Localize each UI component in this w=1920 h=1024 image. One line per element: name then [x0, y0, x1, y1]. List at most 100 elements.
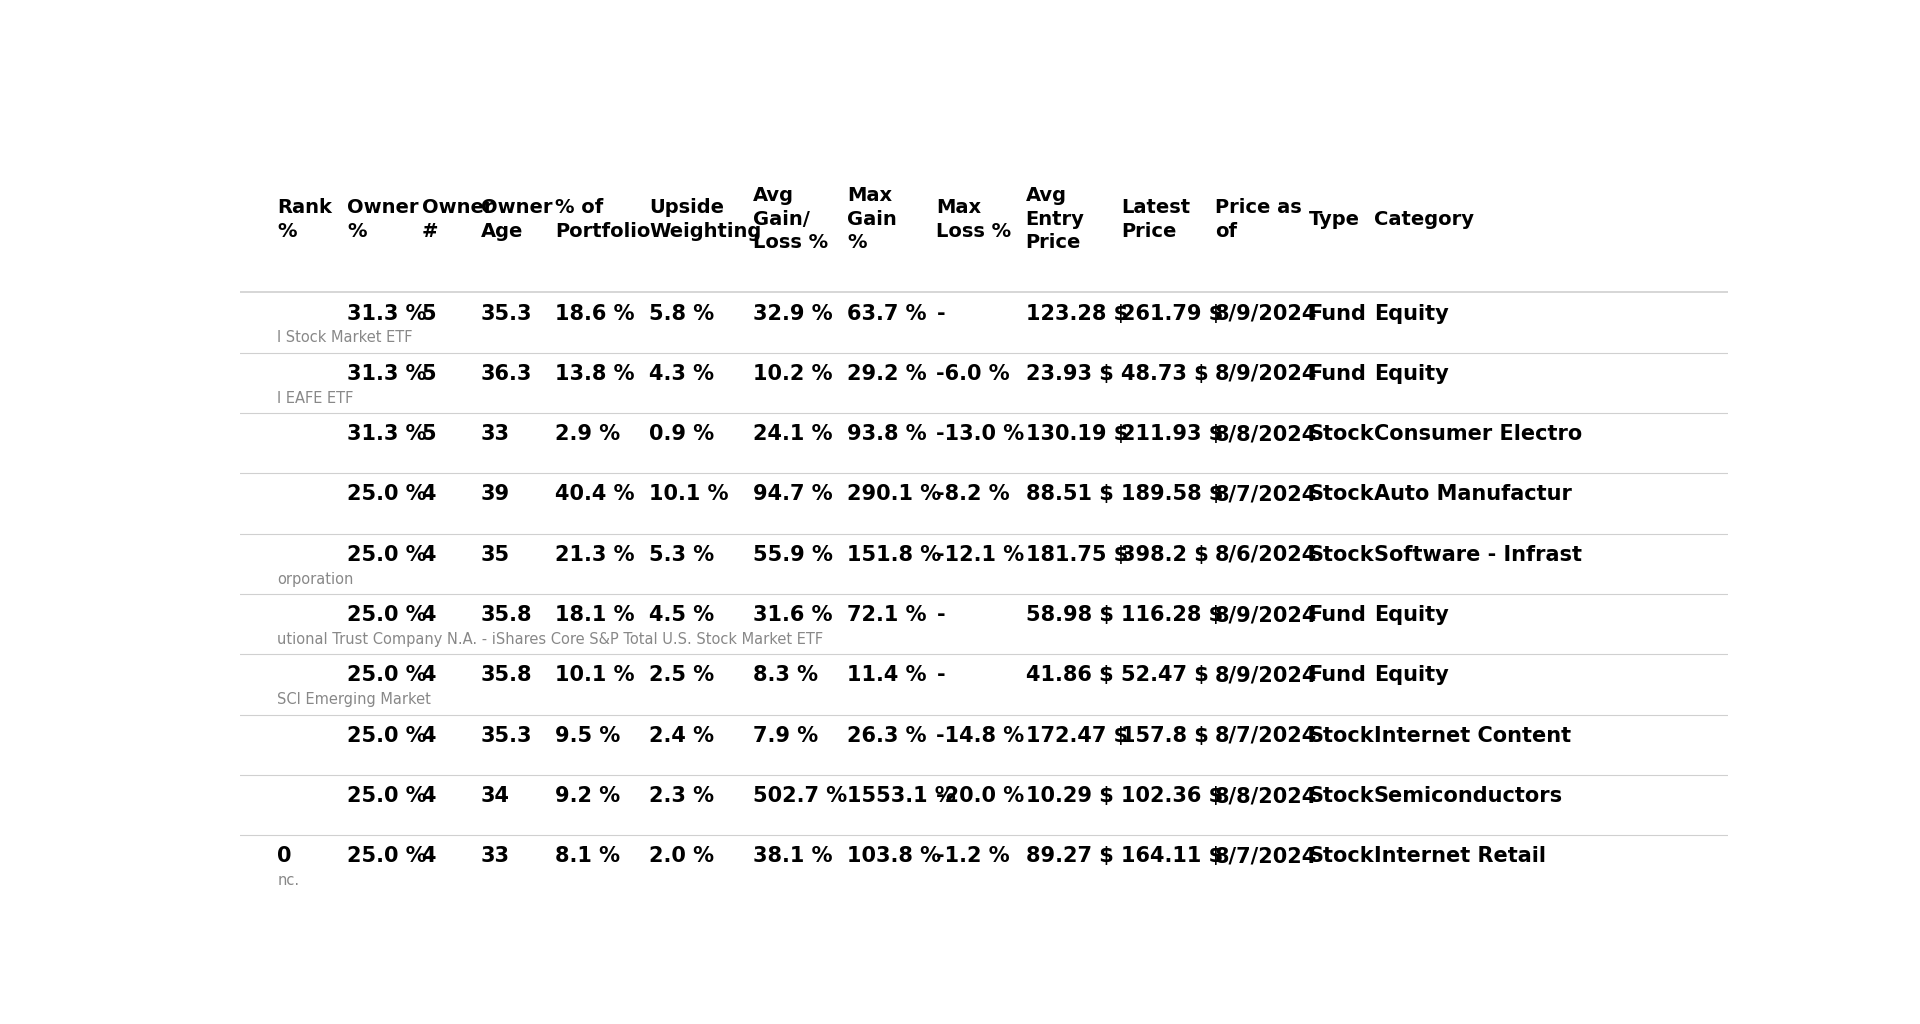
Text: 94.7 %: 94.7 %: [753, 484, 833, 505]
Text: 8/7/2024: 8/7/2024: [1215, 484, 1317, 505]
Text: 10.29 $: 10.29 $: [1025, 786, 1114, 806]
Text: 21.3 %: 21.3 %: [555, 545, 636, 565]
Text: Internet Retail: Internet Retail: [1375, 847, 1546, 866]
Text: % of
Portfolio: % of Portfolio: [555, 199, 651, 241]
Text: 10.1 %: 10.1 %: [649, 484, 730, 505]
Text: Owner
#: Owner #: [422, 199, 493, 241]
Text: -20.0 %: -20.0 %: [937, 786, 1025, 806]
Text: -14.8 %: -14.8 %: [937, 726, 1025, 745]
Text: 0.9 %: 0.9 %: [649, 424, 714, 444]
Text: Fund: Fund: [1308, 364, 1367, 384]
Text: 123.28 $: 123.28 $: [1025, 303, 1127, 324]
Text: 189.58 $: 189.58 $: [1121, 484, 1223, 505]
Text: Semiconductors: Semiconductors: [1375, 786, 1563, 806]
Text: Fund: Fund: [1308, 605, 1367, 625]
Text: 88.51 $: 88.51 $: [1025, 484, 1114, 505]
Text: 31.6 %: 31.6 %: [753, 605, 833, 625]
Text: 5.3 %: 5.3 %: [649, 545, 714, 565]
Text: 8/6/2024: 8/6/2024: [1215, 545, 1317, 565]
Text: 89.27 $: 89.27 $: [1025, 847, 1114, 866]
Text: -: -: [937, 666, 945, 685]
Text: 10.1 %: 10.1 %: [555, 666, 636, 685]
Text: 25.0 %: 25.0 %: [348, 786, 426, 806]
Text: 32.9 %: 32.9 %: [753, 303, 833, 324]
Text: 8/7/2024: 8/7/2024: [1215, 847, 1317, 866]
Text: 9.5 %: 9.5 %: [555, 726, 620, 745]
Text: 290.1 %: 290.1 %: [847, 484, 941, 505]
Text: Equity: Equity: [1375, 666, 1448, 685]
Text: Equity: Equity: [1375, 303, 1448, 324]
Text: 4.3 %: 4.3 %: [649, 364, 714, 384]
Text: 130.19 $: 130.19 $: [1025, 424, 1127, 444]
Text: 31.3 %: 31.3 %: [348, 424, 426, 444]
Text: 55.9 %: 55.9 %: [753, 545, 833, 565]
Text: -8.2 %: -8.2 %: [937, 484, 1010, 505]
Text: 33: 33: [482, 424, 511, 444]
Text: Internet Content: Internet Content: [1375, 726, 1571, 745]
Text: 58.98 $: 58.98 $: [1025, 605, 1114, 625]
Text: 5: 5: [422, 303, 436, 324]
Text: Fund: Fund: [1308, 666, 1367, 685]
Text: 18.6 %: 18.6 %: [555, 303, 636, 324]
Text: 25.0 %: 25.0 %: [348, 666, 426, 685]
Text: 10.2 %: 10.2 %: [753, 364, 833, 384]
Text: orporation: orporation: [276, 571, 353, 587]
Text: 33: 33: [482, 847, 511, 866]
Text: 8/9/2024: 8/9/2024: [1215, 364, 1317, 384]
Text: Stock: Stock: [1308, 484, 1375, 505]
Text: -12.1 %: -12.1 %: [937, 545, 1025, 565]
Text: SCI Emerging Market: SCI Emerging Market: [276, 692, 432, 708]
Text: 40.4 %: 40.4 %: [555, 484, 636, 505]
Text: 11.4 %: 11.4 %: [847, 666, 927, 685]
Text: 4: 4: [422, 726, 436, 745]
Text: 4: 4: [422, 847, 436, 866]
Text: 93.8 %: 93.8 %: [847, 424, 927, 444]
Text: -: -: [937, 605, 945, 625]
Text: -1.2 %: -1.2 %: [937, 847, 1010, 866]
Text: Owner
%: Owner %: [348, 199, 419, 241]
Text: Owner
Age: Owner Age: [482, 199, 553, 241]
Text: 38.1 %: 38.1 %: [753, 847, 833, 866]
Text: 2.0 %: 2.0 %: [649, 847, 714, 866]
Text: 172.47 $: 172.47 $: [1025, 726, 1127, 745]
Text: 8.3 %: 8.3 %: [753, 666, 818, 685]
Text: Stock: Stock: [1308, 424, 1375, 444]
Text: 48.73 $: 48.73 $: [1121, 364, 1208, 384]
Text: Category: Category: [1375, 210, 1475, 229]
Text: 35: 35: [482, 545, 511, 565]
Text: Max
Loss %: Max Loss %: [937, 199, 1012, 241]
Text: 181.75 $: 181.75 $: [1025, 545, 1127, 565]
Text: 8/7/2024: 8/7/2024: [1215, 726, 1317, 745]
Text: 0: 0: [276, 847, 292, 866]
Text: Auto Manufactur: Auto Manufactur: [1375, 484, 1572, 505]
Text: 4: 4: [422, 786, 436, 806]
Text: Equity: Equity: [1375, 364, 1448, 384]
Text: Software - Infrast: Software - Infrast: [1375, 545, 1582, 565]
Text: 8/8/2024: 8/8/2024: [1215, 786, 1317, 806]
Text: 25.0 %: 25.0 %: [348, 484, 426, 505]
Text: Stock: Stock: [1308, 786, 1375, 806]
Text: Type: Type: [1308, 210, 1359, 229]
Text: 502.7 %: 502.7 %: [753, 786, 847, 806]
Text: Consumer Electro: Consumer Electro: [1375, 424, 1582, 444]
Text: nc.: nc.: [276, 873, 300, 889]
Text: 41.86 $: 41.86 $: [1025, 666, 1114, 685]
Text: Latest
Price: Latest Price: [1121, 199, 1190, 241]
Text: 5: 5: [422, 364, 436, 384]
Text: 35.3: 35.3: [482, 303, 532, 324]
Text: 25.0 %: 25.0 %: [348, 545, 426, 565]
Text: 8/8/2024: 8/8/2024: [1215, 424, 1317, 444]
Text: 5.8 %: 5.8 %: [649, 303, 714, 324]
Text: 34: 34: [482, 786, 511, 806]
Text: 39: 39: [482, 484, 511, 505]
Text: 25.0 %: 25.0 %: [348, 605, 426, 625]
Text: 23.93 $: 23.93 $: [1025, 364, 1114, 384]
Text: 8/9/2024: 8/9/2024: [1215, 605, 1317, 625]
Text: l Stock Market ETF: l Stock Market ETF: [276, 331, 413, 345]
Text: 4: 4: [422, 605, 436, 625]
Text: -: -: [937, 303, 945, 324]
Text: I EAFE ETF: I EAFE ETF: [276, 391, 353, 406]
Text: 29.2 %: 29.2 %: [847, 364, 927, 384]
Text: Avg
Entry
Price: Avg Entry Price: [1025, 186, 1085, 253]
Text: 164.11 $: 164.11 $: [1121, 847, 1223, 866]
